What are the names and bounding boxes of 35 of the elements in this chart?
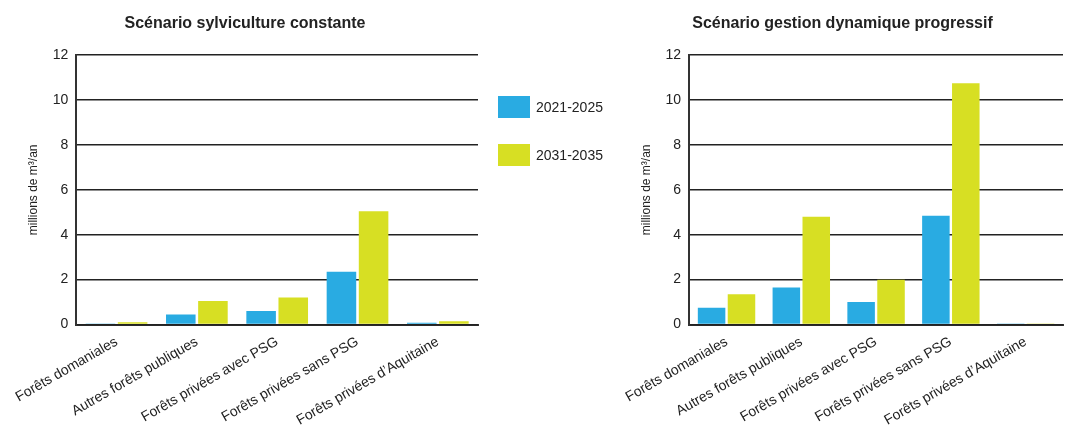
bar (772, 287, 801, 324)
chart-title: Scénario gestion dynamique progressif (692, 14, 994, 32)
bar (326, 271, 357, 324)
bar (877, 279, 905, 324)
y-tick-label: 12 (665, 46, 682, 63)
bar (198, 300, 228, 324)
y-axis-title: millions de m³/an (25, 144, 40, 236)
y-tick-label: 8 (673, 135, 682, 152)
bar (922, 215, 950, 324)
bar (802, 216, 831, 324)
y-tick-label: 0 (673, 315, 682, 332)
y-tick-label: 2 (60, 270, 69, 287)
legend-label: 2031-2035 (536, 147, 603, 163)
y-tick-label: 0 (60, 315, 69, 332)
y-axis-title: millions de m³/an (638, 144, 653, 236)
y-tick-label: 2 (673, 270, 682, 287)
bar (278, 297, 309, 324)
bar (439, 321, 469, 324)
bar (358, 211, 389, 324)
bar (727, 294, 756, 324)
legend-label: 2021-2025 (536, 99, 603, 115)
y-tick-label: 6 (673, 180, 682, 197)
y-tick-label: 8 (60, 135, 69, 152)
bar (697, 307, 726, 324)
bar (246, 311, 276, 324)
chart-title: Scénario sylviculture constante (124, 14, 366, 32)
y-tick-label: 6 (60, 180, 69, 197)
bar (847, 302, 875, 324)
y-tick-label: 4 (673, 225, 682, 242)
y-tick-label: 12 (52, 46, 69, 63)
y-tick-label: 4 (60, 225, 69, 242)
y-tick-label: 10 (665, 90, 682, 107)
bar (166, 314, 196, 324)
bar (952, 83, 980, 324)
y-tick-label: 10 (52, 90, 69, 107)
